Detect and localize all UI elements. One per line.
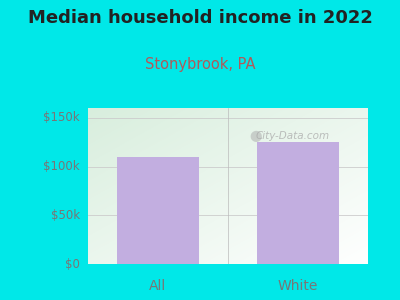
Text: Stonybrook, PA: Stonybrook, PA <box>145 57 255 72</box>
Text: White: White <box>278 279 318 293</box>
Text: $0: $0 <box>65 257 80 271</box>
Text: ⬤: ⬤ <box>250 130 262 142</box>
Text: All: All <box>149 279 167 293</box>
Text: $50k: $50k <box>51 209 80 222</box>
Text: City-Data.com: City-Data.com <box>255 131 330 141</box>
Bar <box>258 142 338 264</box>
Text: $100k: $100k <box>43 160 80 173</box>
Text: Median household income in 2022: Median household income in 2022 <box>28 9 372 27</box>
Text: $150k: $150k <box>43 111 80 124</box>
Bar <box>118 157 198 264</box>
